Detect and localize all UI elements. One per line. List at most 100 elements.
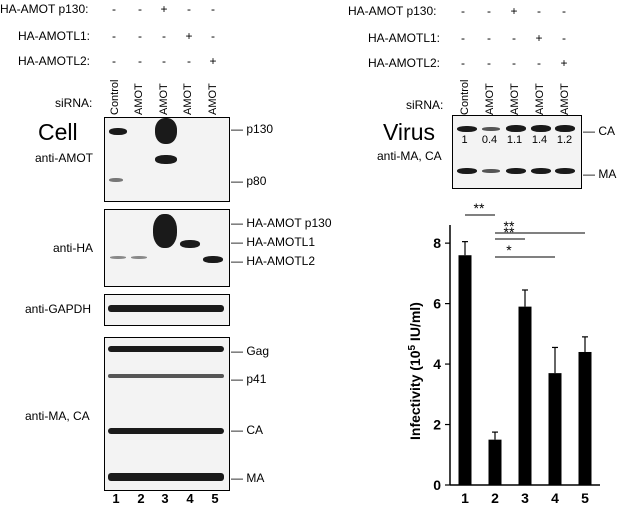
- ratio: 0.4: [481, 134, 498, 146]
- y-tick-label: 0: [433, 477, 441, 493]
- sign: +: [510, 4, 518, 18]
- ratio: 1.1: [506, 134, 523, 146]
- sirna-lane-3: AMOT: [509, 83, 521, 115]
- band: [555, 168, 575, 174]
- sign: -: [537, 4, 541, 18]
- blot-anti-amot: [104, 117, 230, 202]
- x-tick-label: 2: [491, 490, 499, 506]
- x-tick-label: 5: [581, 490, 589, 506]
- sign: -: [512, 31, 516, 45]
- band: [482, 127, 500, 131]
- sign: -: [487, 31, 491, 45]
- marker-ma: — MA: [583, 167, 617, 181]
- x-tick-label: 4: [551, 490, 559, 506]
- band: [555, 125, 575, 132]
- sign: -: [211, 2, 215, 16]
- blot-anti-ha: [104, 209, 230, 287]
- row-label-amotl2: HA-AMOTL2:: [18, 54, 91, 68]
- marker-ha-amot-p130: — HA-AMOT p130: [231, 216, 332, 230]
- x-tick-label: 3: [521, 490, 529, 506]
- sign: -: [461, 56, 465, 70]
- marker-ca: — CA: [231, 423, 264, 437]
- sign: -: [562, 31, 566, 45]
- x-tick-label: 1: [461, 490, 469, 506]
- blot-label-anti-amot: anti-AMOT: [35, 151, 94, 165]
- y-tick-label: 4: [433, 356, 441, 372]
- sign: -: [537, 56, 541, 70]
- sign: -: [461, 4, 465, 18]
- band: [108, 305, 224, 312]
- significance-label: *: [506, 242, 512, 258]
- ratio: 1: [461, 134, 468, 146]
- band: [506, 168, 526, 174]
- sign: -: [461, 31, 465, 45]
- ratio: 1.2: [556, 134, 573, 146]
- y-tick-label: 8: [433, 235, 441, 251]
- lane-number: 4: [186, 491, 194, 506]
- sign: -: [162, 54, 166, 68]
- sign: -: [138, 54, 142, 68]
- sign: +: [185, 29, 193, 43]
- sirna-lane-5: AMOT: [207, 83, 219, 115]
- sign: -: [512, 56, 516, 70]
- sign: -: [211, 29, 215, 43]
- bar: [458, 255, 472, 485]
- virus-title: Virus: [383, 119, 435, 145]
- sign: -: [187, 54, 191, 68]
- lane-number: 1: [112, 491, 120, 506]
- sign: -: [187, 2, 191, 16]
- band: [108, 428, 224, 434]
- marker-ha-amotl2: — HA-AMOTL2: [231, 254, 316, 268]
- bar: [518, 306, 532, 485]
- sirna-label: siRNA:: [55, 96, 93, 110]
- sign: -: [487, 4, 491, 18]
- band: [155, 155, 177, 164]
- row-label-amot-p130: HA-AMOT p130:: [0, 2, 89, 16]
- y-axis-label: Infectivity (105 IU/ml): [407, 302, 423, 440]
- sign: -: [112, 29, 116, 43]
- blot-anti-gapdh: [104, 294, 230, 326]
- marker-ca: — CA: [583, 124, 616, 138]
- lane-number: 5: [211, 491, 219, 506]
- band: [155, 118, 177, 144]
- band: [108, 374, 224, 378]
- ratio: 1.4: [531, 134, 548, 146]
- marker-p80: — p80: [231, 174, 267, 188]
- band: [457, 126, 477, 132]
- band: [180, 240, 200, 248]
- sirna-lane-5: AMOT: [559, 83, 571, 115]
- sirna-lane-4: AMOT: [534, 83, 546, 115]
- band: [203, 256, 223, 263]
- blot-virus: [452, 115, 582, 189]
- sign: +: [209, 54, 217, 68]
- sign: -: [112, 54, 116, 68]
- significance-label: **: [474, 200, 485, 216]
- band: [531, 125, 551, 132]
- band: [506, 125, 526, 132]
- bar: [578, 351, 592, 485]
- band: [108, 473, 224, 481]
- sirna-lane-3: AMOT: [158, 83, 170, 115]
- sign: -: [138, 29, 142, 43]
- lane-number: 3: [161, 491, 169, 506]
- row-label-amotl1: HA-AMOTL1:: [18, 29, 91, 43]
- sign: +: [535, 31, 543, 45]
- row-label-amotl1: HA-AMOTL1:: [368, 31, 441, 45]
- band: [531, 168, 551, 174]
- sirna-lane-4: AMOT: [182, 83, 194, 115]
- bar: [548, 373, 562, 485]
- sirna-lane-2: AMOT: [133, 83, 145, 115]
- sign: -: [162, 29, 166, 43]
- band: [153, 214, 177, 248]
- band: [482, 169, 500, 173]
- sign: +: [560, 56, 568, 70]
- lane-number: 2: [137, 491, 145, 506]
- band: [108, 346, 224, 352]
- sign: +: [160, 2, 168, 16]
- sign: -: [138, 2, 142, 16]
- sign: -: [487, 56, 491, 70]
- band: [110, 256, 126, 259]
- sign: -: [112, 2, 116, 16]
- sirna-label: siRNA:: [406, 98, 444, 112]
